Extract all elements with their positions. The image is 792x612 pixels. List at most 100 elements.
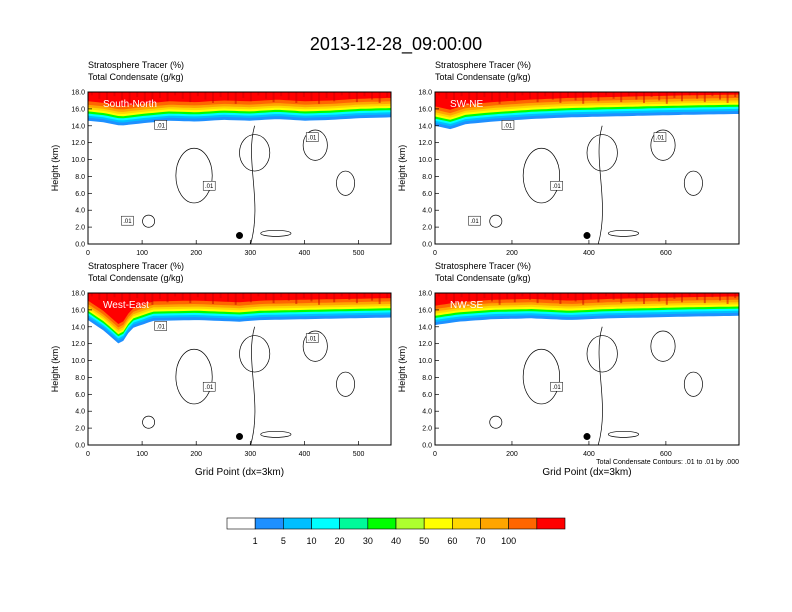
tracer-streak — [696, 293, 699, 300]
tracer-streak — [98, 293, 101, 300]
tracer-streak — [196, 92, 199, 97]
tracer-streak — [635, 92, 638, 100]
tracer-streak — [363, 293, 366, 298]
y-tick-label: 6.0 — [422, 392, 432, 399]
legend-swatch — [339, 517, 369, 530]
tracer-streak — [635, 293, 638, 301]
tracer-streak — [574, 92, 577, 101]
tracer-streak — [204, 92, 207, 100]
location-marker — [583, 232, 591, 240]
tracer-streak — [726, 92, 729, 103]
tracer-streak — [589, 293, 592, 299]
x-tick-label: 400 — [583, 451, 595, 458]
tracer-streak — [665, 92, 668, 104]
tracer-streak — [280, 92, 283, 97]
x-tick-label: 0 — [86, 451, 90, 458]
x-tick-label: 200 — [190, 250, 202, 257]
condensate-contour — [489, 415, 503, 429]
condensate-contour — [239, 335, 271, 373]
contour-label: .01 — [205, 385, 214, 391]
tracer-band-8 — [435, 92, 739, 110]
tracer-streak — [287, 293, 290, 301]
x-tick-label: 400 — [299, 451, 311, 458]
y-tick-label: 12.0 — [71, 341, 85, 348]
tracer-streak — [719, 92, 721, 100]
tracer-streak — [128, 293, 131, 304]
x-axis-label: Grid Point (dx=3km) — [542, 467, 631, 478]
condensate-contour — [522, 147, 560, 204]
contour-label: .01 — [205, 184, 214, 190]
tracer-streak — [597, 293, 600, 303]
tracer-streak — [734, 293, 737, 299]
tracer-streak — [703, 293, 706, 304]
tracer-streak — [559, 293, 562, 304]
contour-label-box — [202, 381, 216, 392]
y-tick-label: 6.0 — [422, 191, 432, 198]
legend-swatch — [254, 517, 284, 530]
x-tick-label: 100 — [136, 250, 148, 257]
condensate-contour — [597, 326, 603, 446]
tracer-streak — [234, 293, 237, 305]
contour-label: .01 — [157, 324, 166, 330]
x-tick-label: 300 — [244, 250, 256, 257]
tracer-streak — [257, 293, 260, 297]
tracer-streak — [386, 293, 389, 299]
y-tick-label: 14.0 — [418, 324, 432, 331]
legend-swatch — [423, 517, 453, 530]
contour-label-box — [550, 180, 563, 191]
tracer-streak — [468, 293, 471, 301]
tracer-streak — [196, 293, 199, 298]
tracer-streak — [460, 92, 463, 97]
y-tick-label: 2.0 — [75, 426, 85, 433]
tracer-streak — [158, 92, 161, 98]
tracer-streak — [605, 92, 607, 96]
tracer-streak — [280, 293, 283, 298]
plot-frame — [87, 91, 392, 245]
tracer-band-7 — [88, 293, 391, 328]
tracer-streak — [302, 293, 305, 299]
tracer-streak — [711, 92, 714, 97]
y-tick-label: 10.0 — [71, 358, 85, 365]
tracer-streak — [174, 92, 177, 96]
contour-label-box — [501, 120, 515, 130]
y-tick-label: 14.0 — [71, 324, 85, 331]
x-tick-label: 0 — [433, 451, 437, 458]
tracer-streak — [460, 293, 463, 298]
tracer-streak — [498, 293, 501, 305]
y-tick-label: 12.0 — [71, 140, 85, 147]
tracer-streak — [355, 293, 358, 304]
y-tick-label: 6.0 — [75, 392, 85, 399]
tracer-streak — [371, 293, 374, 301]
plot-frame — [87, 292, 392, 446]
tracer-streak — [673, 293, 676, 299]
tracer-streak — [681, 293, 683, 303]
y-tick-label: 0.0 — [75, 443, 85, 450]
x-tick-label: 400 — [583, 250, 595, 257]
y-tick-label: 2.0 — [75, 225, 85, 232]
tracer-streak — [318, 293, 321, 305]
tracer-streak — [265, 92, 268, 99]
tracer-streak — [506, 92, 509, 98]
tracer-streak — [219, 92, 222, 98]
x-tick-label: 500 — [353, 250, 365, 257]
location-marker — [236, 433, 243, 441]
legend-label: 5 — [281, 536, 286, 546]
tracer-streak — [711, 293, 714, 298]
plot-frame — [434, 292, 740, 446]
tracer-streak — [544, 92, 547, 97]
tracer-streak — [445, 92, 448, 99]
y-tick-label: 12.0 — [418, 341, 432, 348]
tracer-streak — [386, 92, 389, 98]
tracer-streak — [136, 92, 139, 98]
contour-label-box — [653, 132, 667, 142]
contour-label: .01 — [123, 219, 132, 225]
x-tick-label: 600 — [660, 451, 672, 458]
tracer-streak — [681, 92, 683, 102]
tracer-streak — [605, 293, 607, 297]
tracer-streak — [249, 293, 252, 303]
tracer-streak — [696, 92, 699, 99]
contour-label-box — [468, 215, 481, 226]
tracer-streak — [688, 92, 691, 96]
tracer-streak — [151, 293, 154, 305]
tracer-streak — [620, 92, 623, 103]
